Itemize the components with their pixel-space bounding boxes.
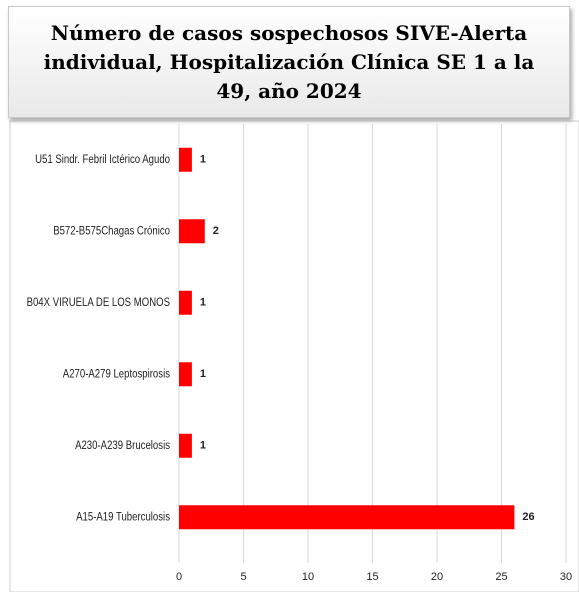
x-tick-label: 5 bbox=[240, 571, 246, 583]
bar bbox=[179, 290, 192, 315]
y-tick-label: A270-A279 Leptospirosis bbox=[63, 367, 171, 380]
bar bbox=[179, 505, 515, 530]
title-box: Número de casos sospechosos SIVE-Alerta … bbox=[8, 6, 570, 118]
data-label: 26 bbox=[522, 511, 534, 523]
y-tick-label: A15-A19 Tuberculosis bbox=[76, 510, 170, 523]
bar bbox=[179, 147, 192, 172]
bar bbox=[179, 433, 192, 458]
x-tick-label: 15 bbox=[366, 571, 378, 583]
y-tick-label: U51 Sindr. Febril Ictérico Agudo bbox=[35, 153, 170, 166]
data-label: 1 bbox=[200, 154, 206, 166]
x-tick-label: 25 bbox=[495, 571, 507, 583]
x-tick-label: 10 bbox=[302, 571, 314, 583]
y-tick-label: A230-A239 Brucelosis bbox=[75, 439, 170, 452]
y-tick-label: B572-B575Chagas Crónico bbox=[53, 224, 170, 237]
chart-title: Número de casos sospechosos SIVE-Alerta … bbox=[43, 21, 535, 103]
bar bbox=[179, 219, 205, 244]
data-label: 1 bbox=[200, 440, 206, 452]
x-tick-label: 30 bbox=[560, 571, 572, 583]
data-label: 2 bbox=[213, 225, 219, 237]
x-tick-label: 20 bbox=[431, 571, 443, 583]
data-label: 1 bbox=[200, 297, 206, 309]
x-tick-label: 0 bbox=[176, 571, 182, 583]
bar bbox=[179, 362, 192, 387]
data-label: 1 bbox=[200, 368, 206, 380]
y-tick-label: B04X VIRUELA DE LOS MONOS bbox=[27, 296, 170, 309]
